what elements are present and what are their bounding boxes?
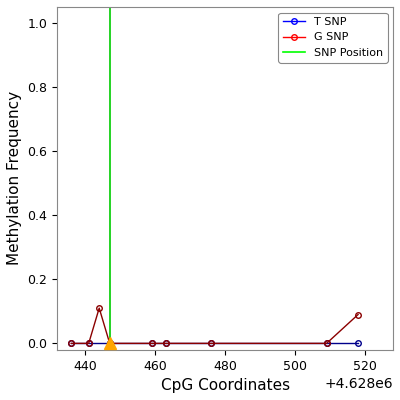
Y-axis label: Methylation Frequency: Methylation Frequency	[7, 91, 22, 266]
X-axis label: CpG Coordinates: CpG Coordinates	[160, 378, 290, 393]
Legend: T SNP, G SNP, SNP Position: T SNP, G SNP, SNP Position	[278, 12, 388, 62]
